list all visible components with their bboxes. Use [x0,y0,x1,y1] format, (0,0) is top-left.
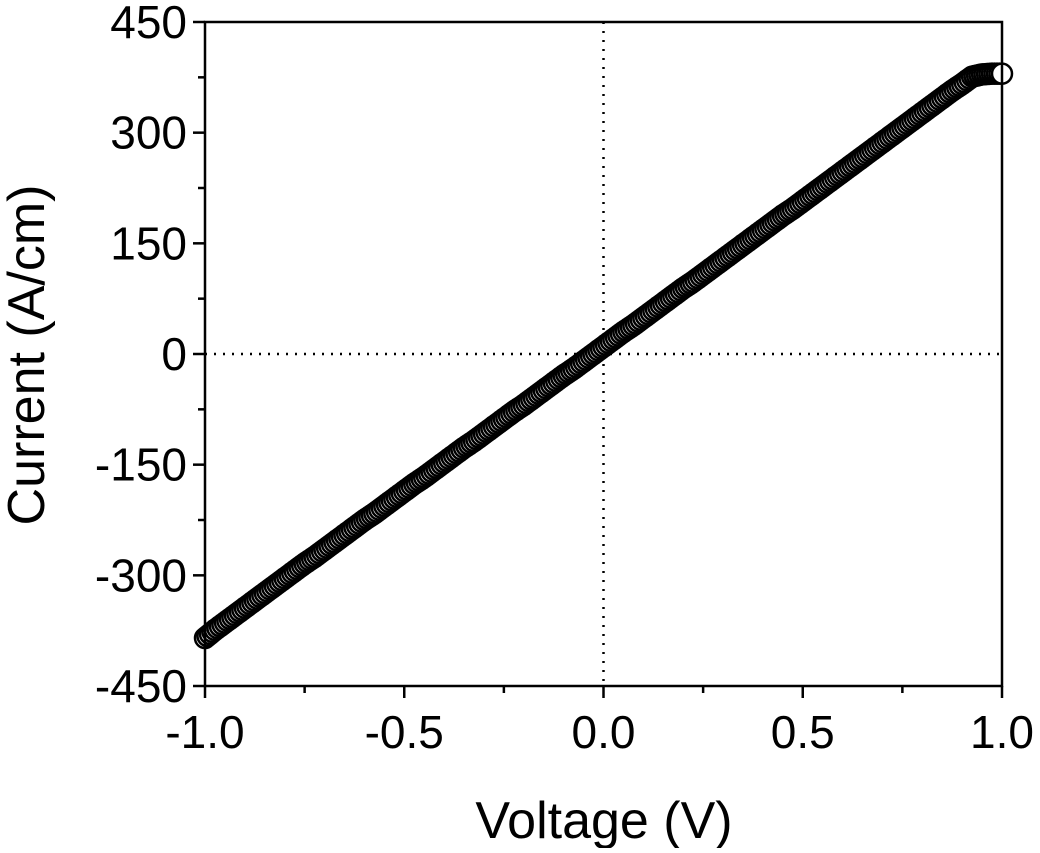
y-tick-label: 150 [110,217,187,269]
y-tick-label: -150 [95,439,187,491]
y-tick-label: -300 [95,549,187,601]
y-tick-label: 300 [110,107,187,159]
y-axis-label: Current (A/cm) [0,185,56,526]
y-tick-label: 450 [110,0,187,48]
x-axis-label: Voltage (V) [475,792,732,848]
x-tick-label: -0.5 [365,706,444,758]
x-tick-label: 0.5 [771,706,835,758]
x-tick-label: 1.0 [970,706,1034,758]
x-tick-label: 0.0 [572,706,636,758]
axes-layer: -1.0 -0.5 0.0 0.5 1.0 -450 -300 -150 0 150 300 450 [95,0,1034,758]
data-series-layer [193,62,1014,650]
x-tick-label: -1.0 [165,706,244,758]
y-tick-label: -450 [95,660,187,712]
y-tick-label: 0 [161,328,187,380]
